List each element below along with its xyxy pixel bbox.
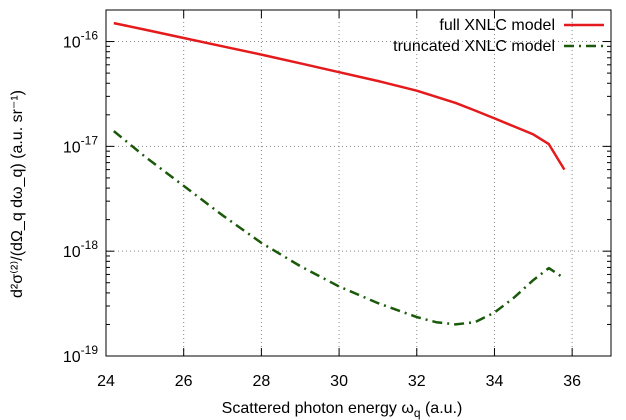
grid [106, 10, 611, 356]
tick-labels: 24 26 28 30 32 34 36 10-19 10-18 10-17 10-16 [63, 29, 581, 390]
series-line-1 [113, 21, 566, 171]
x-tick-label: 26 [175, 373, 193, 390]
x-tick-label: 24 [97, 373, 115, 390]
series-line-2 [113, 130, 566, 326]
legend-label-2: truncated XNLC model [393, 38, 555, 55]
legend: full XNLC model truncated XNLC model [393, 17, 604, 55]
y-tick-label: 10-16 [63, 29, 98, 52]
x-axis-title: Scattered photon energy ωq (a.u.) [222, 400, 463, 420]
y-tick-label: 10-18 [63, 238, 98, 261]
x-tick-label: 34 [486, 373, 504, 390]
y-axis-title: d²σ⁽²⁾/(dΩ_q dω_q) (a.u. sr⁻¹) [9, 90, 26, 298]
x-tick-label: 28 [252, 373, 270, 390]
y-tick-label: 10-17 [63, 133, 98, 156]
legend-label-1: full XNLC model [439, 17, 555, 34]
x-tick-label: 32 [408, 373, 426, 390]
y-tick-label: 10-19 [63, 343, 98, 366]
x-tick-label: 36 [563, 373, 581, 390]
axis-ticks [105, 9, 611, 357]
x-tick-label: 30 [330, 373, 348, 390]
plot-series [113, 21, 566, 326]
plot-frame [105, 9, 612, 357]
